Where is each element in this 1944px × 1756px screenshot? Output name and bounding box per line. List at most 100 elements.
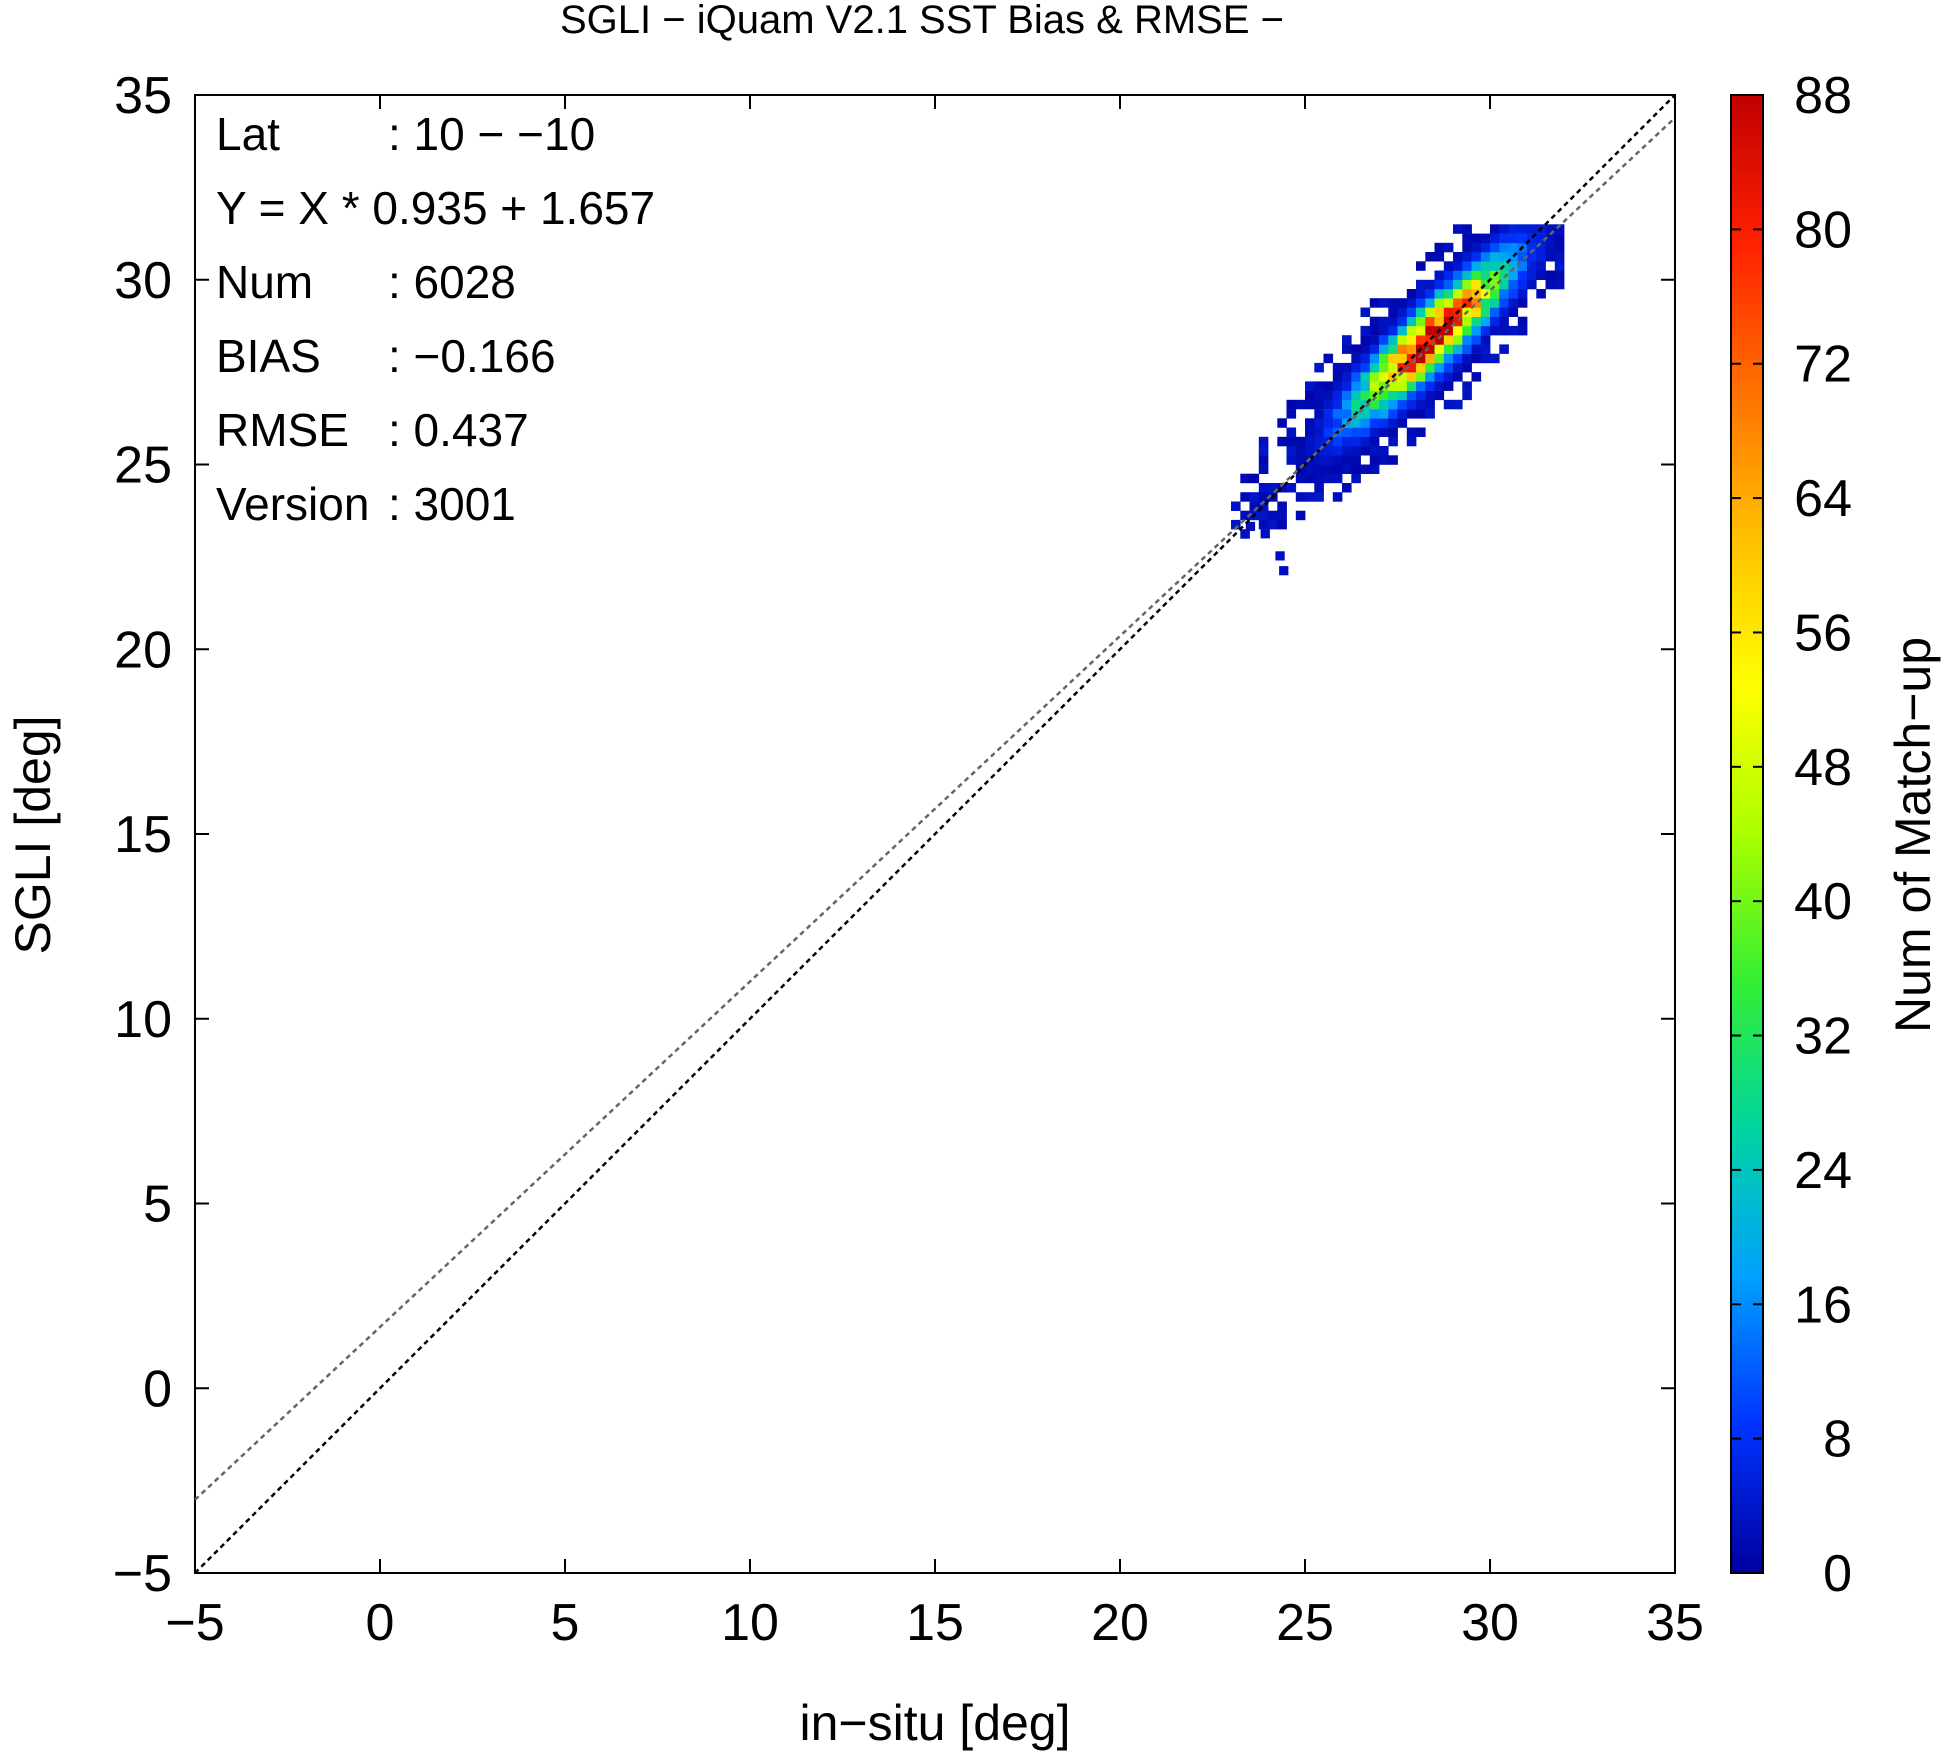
heatmap-cell [1406,381,1417,391]
y-axis-label: SGLI [deg] [5,715,61,954]
heatmap-cell [1453,252,1463,262]
heatmap-cell [1342,464,1352,474]
heatmap-cell [1360,344,1371,354]
heatmap-cell [1305,399,1315,410]
heatmap-cell [1406,390,1417,401]
heatmap-cell [1351,399,1361,410]
stats-value: : 10 − −10 [388,108,595,160]
heatmap-cell [1545,270,1556,280]
heatmap-cell [1258,455,1269,465]
heatmap-cell [1406,316,1417,327]
heatmap-cell [1434,242,1445,253]
colorbar-tick-label: 40 [1794,873,1852,931]
heatmap-cell [1471,316,1482,327]
heatmap-cell [1323,418,1334,428]
heatmap-cell [1508,325,1519,336]
heatmap-cell [1388,436,1398,447]
heatmap-cell [1462,335,1472,345]
colorbar-gradient [1730,94,1764,1574]
heatmap-cell [1277,519,1287,530]
heatmap-cell [1360,390,1371,401]
x-tick-label: 30 [1461,1594,1519,1652]
heatmap-cell [1462,252,1472,262]
heatmap-cell [1323,455,1334,465]
heatmap-cell [1314,418,1324,428]
heatmap-cell [1499,344,1509,354]
heatmap-cell [1369,464,1380,474]
heatmap-cell [1397,335,1408,345]
heatmap-cell [1369,362,1380,373]
heatmap-cell [1240,492,1250,502]
heatmap-cell [1527,279,1537,290]
heatmap-cell [1425,353,1435,364]
heatmap-cell [1286,399,1297,410]
heatmap-cell [1360,353,1371,364]
heatmap-cell [1323,399,1334,410]
heatmap-cell [1490,325,1500,336]
heatmap-cell [1416,390,1426,401]
heatmap-cell [1490,298,1500,308]
heatmap-cell [1527,242,1537,253]
heatmap-cell [1554,279,1565,290]
x-tick-label: 35 [1646,1594,1704,1652]
heatmap-cell [1471,353,1482,364]
heatmap-cell [1443,270,1454,280]
heatmap-cell [1406,289,1417,299]
heatmap-cell [1379,372,1389,382]
y-tick-label: 25 [114,437,172,495]
heatmap-cell [1471,372,1482,382]
heatmap-cell [1462,298,1472,308]
heatmap-cell [1258,464,1269,474]
heatmap-cell [1517,233,1528,244]
plot-area [194,94,1676,1574]
heatmap-cell [1351,381,1361,391]
heatmap-cell [1277,418,1287,428]
heatmap-cell [1332,409,1343,419]
heatmap-cell [1554,252,1565,262]
heatmap-cell [1416,279,1426,290]
heatmap-cell [1527,252,1537,262]
heatmap-cell [1388,390,1398,401]
heatmap-cell [1554,261,1565,271]
heatmap-cell [1425,399,1435,410]
heatmap-cell [1517,270,1528,280]
heatmap-cell [1416,381,1426,391]
heatmap-cell [1342,381,1352,391]
colorbar: 0 8 16 24 32 40 48 56 64 72 80 88 [1730,67,1852,1603]
heatmap-cell [1305,427,1315,437]
heatmap-cell [1249,501,1260,511]
heatmap-cell [1279,566,1289,576]
heatmap-cell [1416,362,1426,373]
heatmap-cell [1388,353,1398,364]
heatmap-cell [1379,316,1389,327]
heatmap-cell [1360,381,1371,391]
heatmap-cell [1508,233,1519,244]
heatmap-cell [1305,473,1315,484]
heatmap-cell [1536,261,1546,271]
heatmap-cell [1453,289,1463,299]
heatmap-cell [1545,252,1556,262]
heatmap-cell [1379,399,1389,410]
heatmap-cell [1434,335,1445,345]
heatmap-cell [1406,436,1417,447]
heatmap-cell [1499,242,1509,253]
heatmap-cell [1406,427,1417,437]
heatmap-cell [1351,353,1361,364]
y-tick-label: 20 [114,621,172,679]
heatmap-cell [1369,298,1380,308]
heatmap-cell [1231,519,1241,530]
heatmap-cell [1314,427,1324,437]
colorbar-tick-label: 0 [1823,1545,1852,1603]
heatmap-cell [1314,464,1324,474]
y-tick-label: 5 [143,1176,172,1234]
colorbar-tick-label: 64 [1794,470,1852,528]
colorbar-label: Num of Match−up [1885,637,1941,1033]
heatmap-cell [1397,381,1408,391]
heatmap-cell [1342,372,1352,382]
heatmap-cell [1462,224,1472,234]
heatmap-cell [1480,261,1491,271]
heatmap-cell [1471,233,1482,244]
heatmap-cell [1268,510,1278,521]
regression-line [194,116,1676,1501]
colorbar-tick-label: 8 [1823,1411,1852,1469]
